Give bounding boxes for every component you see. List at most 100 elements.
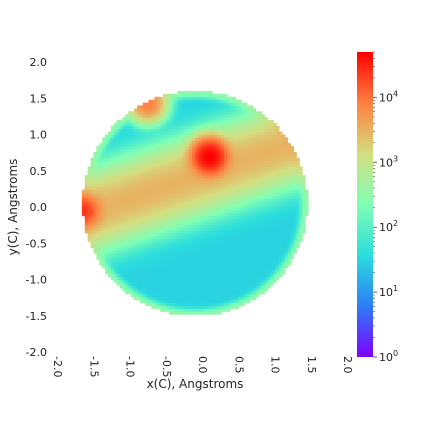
heatmap-cell xyxy=(148,180,152,185)
heatmap-cell xyxy=(96,178,100,182)
heatmap-cell xyxy=(163,172,167,176)
heatmap-cell xyxy=(200,154,205,159)
heatmap-cell xyxy=(168,227,173,231)
heatmap-cell xyxy=(221,267,225,272)
heatmap-cell xyxy=(212,166,216,170)
heatmap-cell xyxy=(200,267,205,272)
heatmap-cell xyxy=(206,282,210,286)
heatmap-cell xyxy=(128,262,132,266)
heatmap-cell xyxy=(203,169,207,173)
heatmap-cell xyxy=(255,273,260,277)
heatmap-cell xyxy=(258,137,263,141)
heatmap-cell xyxy=(224,273,228,277)
heatmap-cell xyxy=(264,198,268,202)
heatmap-cell xyxy=(195,241,199,246)
heatmap-cell xyxy=(160,189,164,193)
heatmap-cell xyxy=(151,230,155,234)
heatmap-cell xyxy=(253,273,257,277)
heatmap-cell xyxy=(241,114,245,118)
heatmap-cell xyxy=(90,233,94,237)
heatmap-cell xyxy=(163,201,167,205)
heatmap-cell xyxy=(134,175,138,179)
heatmap-cell xyxy=(235,99,239,103)
heatmap-cell xyxy=(154,265,158,269)
heatmap-cell xyxy=(203,221,207,225)
heatmap-cell xyxy=(282,221,286,225)
heatmap-cell xyxy=(235,128,239,132)
heatmap-cell xyxy=(226,166,231,170)
heatmap-cell xyxy=(99,180,103,185)
heatmap-cell xyxy=(224,143,228,147)
heatmap-cell xyxy=(218,186,222,190)
heatmap-cell xyxy=(238,221,242,225)
heatmap-cell xyxy=(180,151,184,156)
heatmap-cell xyxy=(238,212,242,217)
heatmap-cell xyxy=(171,247,176,251)
heatmap-cell xyxy=(102,166,106,170)
heatmap-cell xyxy=(197,259,202,263)
heatmap-cell xyxy=(212,305,216,309)
heatmap-cell xyxy=(226,195,231,199)
heatmap-cell xyxy=(200,131,205,135)
heatmap-cell xyxy=(224,189,228,193)
heatmap-cell xyxy=(305,189,309,193)
heatmap-cell xyxy=(290,186,294,190)
heatmap-cell xyxy=(232,227,236,231)
heatmap-cell xyxy=(157,250,161,254)
heatmap-cell xyxy=(177,111,181,115)
heatmap-cell xyxy=(195,215,199,219)
heatmap-cell xyxy=(238,166,242,170)
heatmap-cell xyxy=(261,122,265,127)
heatmap-cell xyxy=(244,291,248,295)
heatmap-cell xyxy=(177,192,181,196)
heatmap-cell xyxy=(189,276,193,280)
heatmap-cell xyxy=(113,180,118,185)
heatmap-cell xyxy=(142,175,147,179)
heatmap-cell xyxy=(250,175,254,179)
heatmap-cell xyxy=(267,146,271,150)
heatmap-cell xyxy=(171,291,176,295)
heatmap-cell xyxy=(267,218,271,222)
heatmap-cell xyxy=(145,262,149,266)
heatmap-cell xyxy=(110,151,115,156)
heatmap-cell xyxy=(186,296,190,301)
heatmap-cell xyxy=(192,204,196,208)
heatmap-cell xyxy=(267,122,271,127)
heatmap-cell xyxy=(113,267,118,272)
heatmap-cell xyxy=(119,180,123,185)
heatmap-cell xyxy=(229,160,234,164)
heatmap-cell xyxy=(134,207,138,211)
heatmap-cell xyxy=(267,204,271,208)
heatmap-cell xyxy=(157,192,161,196)
heatmap-cell xyxy=(157,198,161,202)
heatmap-cell xyxy=(195,178,199,182)
heatmap-cell xyxy=(160,296,164,301)
heatmap-cell xyxy=(113,212,118,217)
heatmap-cell xyxy=(186,134,190,138)
heatmap-cell xyxy=(157,282,161,286)
heatmap-cell xyxy=(224,169,228,173)
heatmap-cell xyxy=(139,169,144,173)
heatmap-cell xyxy=(293,204,297,208)
heatmap-cell xyxy=(99,244,103,248)
heatmap-cell xyxy=(160,233,164,237)
heatmap-cell xyxy=(180,122,184,127)
heatmap-cell xyxy=(128,230,132,234)
heatmap-cell xyxy=(250,128,254,132)
heatmap-cell xyxy=(186,270,190,275)
heatmap-cell xyxy=(299,233,303,237)
heatmap-cell xyxy=(108,209,112,214)
heatmap-cell xyxy=(267,259,271,263)
heatmap-cell xyxy=(200,189,205,193)
heatmap-cell xyxy=(154,204,158,208)
heatmap-cell xyxy=(122,186,126,190)
heatmap-cell xyxy=(174,236,178,240)
heatmap-cell xyxy=(229,146,234,150)
heatmap-cell xyxy=(186,209,190,214)
heatmap-cell xyxy=(212,296,216,301)
heatmap-cell xyxy=(186,108,190,112)
heatmap-cell xyxy=(296,241,300,246)
heatmap-cell xyxy=(177,250,181,254)
heatmap-cell xyxy=(171,186,176,190)
heatmap-cell xyxy=(168,114,173,118)
